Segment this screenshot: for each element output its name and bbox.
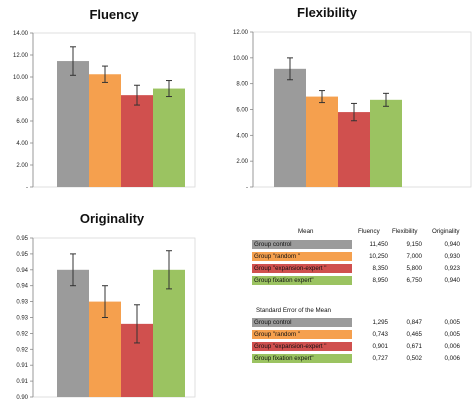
column-header-flexibility: Flexibility [392, 228, 418, 235]
table-cell: 0,901 [372, 343, 388, 350]
table-cell: 0,502 [406, 355, 422, 362]
y-tick-label: 0.91 [16, 379, 28, 385]
table-cell: 1,295 [372, 319, 388, 326]
column-header-fluency: Fluency [358, 228, 380, 235]
y-tick-label: 12.00 [13, 53, 29, 59]
y-tick-label: 6.00 [16, 119, 28, 125]
column-header-originality: Originality [432, 228, 460, 235]
y-tick-label: 8.00 [236, 82, 248, 88]
table-cell: 5,800 [406, 265, 422, 272]
originality-chart: Originality 0.90 0.91 0.91 0.92 0.92 0.93 0.93 0… [16, 211, 196, 401]
y-tick-label: 4.00 [16, 141, 28, 147]
group-label: Group control [252, 240, 352, 249]
group-label: Group control [252, 318, 352, 327]
y-tick-label: 0.94 [16, 284, 28, 290]
y-tick-label: 10.00 [233, 56, 249, 62]
y-tick-label: 0.94 [16, 268, 28, 274]
y-tick-label: 0.91 [16, 363, 28, 369]
table-cell: 8,350 [372, 265, 388, 272]
bar [338, 112, 370, 187]
y-tick-label: - [246, 185, 248, 191]
table-row: Group "random " 10,250 7,000 0,930 [252, 252, 472, 262]
bar [153, 88, 185, 187]
flexibility-chart: Flexibility - 2.00 4.00 6.00 8.00 10.00 12.00 [233, 5, 472, 191]
table-cell: 0,671 [406, 343, 422, 350]
group-label: Group "expansion-expert " [252, 264, 352, 273]
y-tick-label: 12.00 [233, 30, 249, 36]
y-tick-label: 14.00 [13, 31, 29, 37]
table-cell: 0,743 [372, 331, 388, 338]
group-label: Group "expansion-expert " [252, 342, 352, 351]
y-tick-label: 0.93 [16, 316, 28, 322]
table-row: Group fixation expert" 0,727 0,502 0,006 [252, 354, 472, 364]
chart-title: Flexibility [297, 5, 358, 20]
table-cell: 9,150 [406, 241, 422, 248]
y-tick-label: 0.95 [16, 252, 28, 258]
table-row: Group "expansion-expert " 8,350 5,800 0,923 [252, 264, 472, 274]
bar [306, 96, 338, 187]
table-cell: 10,250 [369, 253, 388, 260]
table-cell: 0,923 [444, 265, 460, 272]
table-cell: 0,930 [444, 253, 460, 260]
bar [121, 95, 153, 187]
table-row: Group control 11,450 9,150 0,940 [252, 240, 472, 250]
fluency-chart: Fluency - 2.00 4.00 6.00 8.00 10.00 12.00 14.00 [13, 7, 196, 191]
table-cell: 7,000 [406, 253, 422, 260]
table-cell: 8,950 [372, 277, 388, 284]
table-cell: 0,727 [372, 355, 388, 362]
table-cell: 0,005 [444, 331, 460, 338]
table-row: Group "expansion-expert " 0,901 0,671 0,006 [252, 342, 472, 352]
table-cell: 0,005 [444, 319, 460, 326]
y-tick-label: 0.92 [16, 331, 28, 337]
y-tick-label: - [26, 185, 28, 191]
table-row: Group control 1,295 0,847 0,005 [252, 318, 472, 328]
y-tick-label: 0.93 [16, 300, 28, 306]
y-tick-label: 10.00 [13, 75, 29, 81]
table-row: Group fixation expert" 8,950 6,750 0,940 [252, 276, 472, 286]
table-row: Group "random " 0,743 0,465 0,005 [252, 330, 472, 340]
table-cell: 0,847 [406, 319, 422, 326]
bar [153, 269, 185, 397]
chart-title: Originality [80, 211, 145, 226]
table-cell: 0,006 [444, 355, 460, 362]
chart-title: Fluency [89, 7, 139, 22]
se-table-title: Standard Error of the Mean [256, 307, 331, 314]
group-label: Group "random " [252, 252, 352, 261]
group-label: Group fixation expert" [252, 276, 352, 285]
table-cell: 0,940 [444, 241, 460, 248]
bar [370, 99, 402, 187]
y-tick-label: 0.95 [16, 236, 28, 242]
y-tick-label: 2.00 [16, 163, 28, 169]
table-cell: 0,006 [444, 343, 460, 350]
table-cell: 11,450 [369, 241, 388, 248]
table-cell: 0,465 [406, 331, 422, 338]
table-cell: 0,940 [444, 277, 460, 284]
y-tick-label: 0.92 [16, 347, 28, 353]
mean-table-title: Mean [298, 228, 314, 235]
group-label: Group fixation expert" [252, 354, 352, 363]
bar [57, 61, 89, 187]
y-tick-label: 2.00 [236, 159, 248, 165]
y-tick-label: 8.00 [16, 97, 28, 103]
bar [57, 269, 89, 397]
bar [89, 74, 121, 187]
bar [274, 68, 306, 187]
table-cell: 6,750 [406, 277, 422, 284]
y-tick-label: 4.00 [236, 133, 248, 139]
y-tick-label: 6.00 [236, 108, 248, 114]
group-label: Group "random " [252, 330, 352, 339]
y-tick-label: 0.90 [16, 395, 28, 401]
